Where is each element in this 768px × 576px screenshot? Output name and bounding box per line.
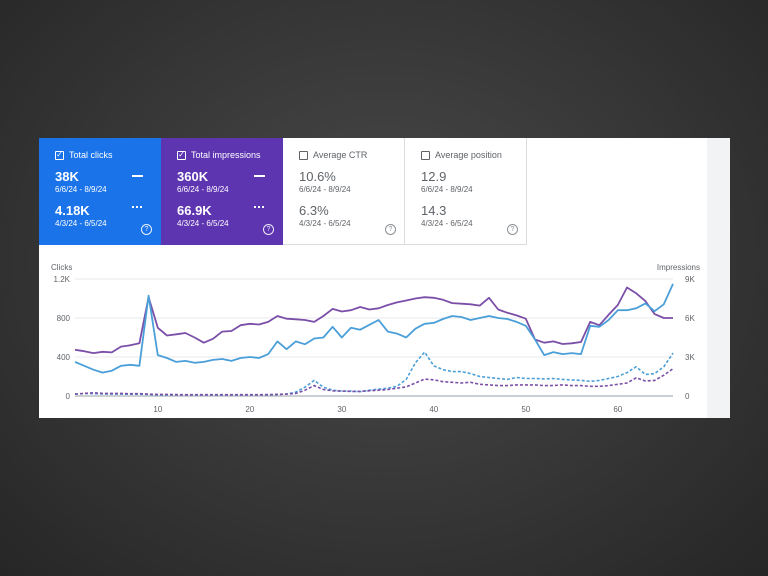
metric-header: ✓ Total clicks — [55, 148, 161, 162]
metric-value: 360K — [177, 169, 209, 184]
help-circle-icon[interactable]: ? — [385, 224, 396, 235]
metric-date-range: 6/6/24 - 8/9/24 — [55, 185, 107, 194]
metric-label: Average CTR — [313, 150, 368, 160]
metric-value: 38K — [55, 169, 79, 184]
metric-cards: ✓ Total clicks 38K 6/6/24 - 8/9/24 4.18K… — [39, 138, 527, 245]
metric-card-total-impressions[interactable]: ✓ Total impressions 360K 6/6/24 - 8/9/24… — [161, 138, 283, 245]
metric-compare-value: 4.18K — [55, 203, 90, 218]
y-left-tick-label: 0 — [66, 392, 71, 401]
metric-label: Average position — [435, 150, 502, 160]
metric-compare-date-range: 4/3/24 - 6/5/24 — [421, 219, 473, 228]
impressions-solid-line — [74, 286, 673, 354]
dashed-line-legend-icon — [132, 206, 143, 208]
solid-line-legend-icon — [132, 175, 143, 177]
y-right-tick-label: 9K — [685, 275, 695, 284]
metric-card-total-clicks[interactable]: ✓ Total clicks 38K 6/6/24 - 8/9/24 4.18K… — [39, 138, 161, 245]
x-tick-label: 40 — [429, 405, 438, 414]
checkbox-unchecked-icon[interactable] — [421, 150, 430, 160]
metric-card-average-ctr[interactable]: Average CTR 10.6% 6/6/24 - 8/9/24 6.3% 4… — [283, 138, 405, 245]
y-axis-left-label: Clicks — [51, 263, 72, 272]
metric-date-range: 6/6/24 - 8/9/24 — [299, 185, 351, 194]
clicks-solid-line — [74, 283, 674, 374]
clicks-dashed-line — [74, 351, 674, 396]
y-left-tick-label: 1.2K — [54, 275, 71, 284]
help-circle-icon[interactable]: ? — [263, 224, 274, 235]
y-right-tick-label: 0 — [685, 392, 690, 401]
metric-compare-value: 6.3% — [299, 203, 329, 218]
x-tick-label: 30 — [337, 405, 346, 414]
performance-panel: ✓ Total clicks 38K 6/6/24 - 8/9/24 4.18K… — [39, 138, 730, 418]
help-circle-icon[interactable]: ? — [141, 224, 152, 235]
x-tick-label: 10 — [153, 405, 162, 414]
metric-header: Average CTR — [299, 148, 404, 162]
check-icon[interactable]: ✓ — [55, 150, 64, 160]
scroll-edge — [707, 138, 730, 418]
metric-value: 10.6% — [299, 169, 336, 184]
y-left-tick-label: 400 — [57, 353, 71, 362]
metric-header: Average position — [421, 148, 526, 162]
solid-line-legend-icon — [254, 175, 265, 177]
metric-label: Total impressions — [191, 150, 261, 160]
check-icon[interactable]: ✓ — [177, 150, 186, 160]
metric-compare-date-range: 4/3/24 - 6/5/24 — [177, 219, 229, 228]
y-right-tick-label: 6K — [685, 314, 695, 323]
help-circle-icon[interactable]: ? — [507, 224, 518, 235]
metric-label: Total clicks — [69, 150, 113, 160]
metric-header: ✓ Total impressions — [177, 148, 283, 162]
metric-compare-value: 14.3 — [421, 203, 447, 218]
y-axis-right-label: Impressions — [657, 263, 700, 272]
performance-chart: Clicks Impressions 0 0 400 3K 800 6K 1.2K 9K 10 2… — [51, 263, 700, 414]
metric-date-range: 6/6/24 - 8/9/24 — [177, 185, 229, 194]
metric-date-range: 6/6/24 - 8/9/24 — [421, 185, 473, 194]
metric-compare-date-range: 4/3/24 - 6/5/24 — [299, 219, 351, 228]
metric-card-average-position[interactable]: Average position 12.9 6/6/24 - 8/9/24 14… — [405, 138, 527, 245]
metric-compare-date-range: 4/3/24 - 6/5/24 — [55, 219, 107, 228]
x-tick-label: 50 — [521, 405, 530, 414]
y-right-tick-label: 3K — [685, 353, 695, 362]
impressions-dashed-line — [74, 368, 674, 396]
metric-compare-value: 66.9K — [177, 203, 212, 218]
checkbox-unchecked-icon[interactable] — [299, 150, 308, 160]
x-tick-label: 20 — [245, 405, 254, 414]
dashed-line-legend-icon — [254, 206, 265, 208]
x-tick-label: 60 — [613, 405, 622, 414]
y-left-tick-label: 800 — [57, 314, 71, 323]
metric-value: 12.9 — [421, 169, 447, 184]
